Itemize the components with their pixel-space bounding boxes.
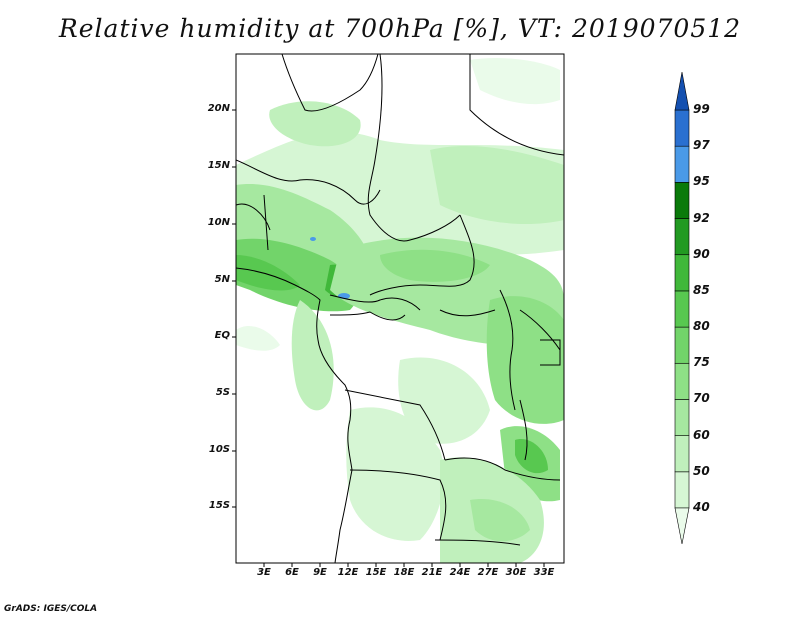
lon-tick-label: 33E [533,567,555,578]
lon-tick-label: 12E [337,567,359,578]
lat-tick-label: 15S [208,500,230,511]
colorbar-segment [674,109,690,147]
lon-tick-label: 3E [257,567,271,578]
colorbar-label: 95 [693,174,710,189]
colorbar-label: 80 [693,319,710,334]
colorbar-label: 70 [693,391,710,406]
colorbar-segment [674,399,690,436]
colorbar-label: 99 [693,102,710,116]
colorbar-segment [674,145,690,183]
credit-label: GrADS: IGES/COLA [4,604,98,614]
lon-tick-label: 27E [477,567,499,578]
lon-tick-label: 30E [505,567,527,578]
lon-tick-label: 21E [421,567,443,578]
colorbar-segment [674,326,690,364]
lon-tick-label: 18E [393,567,415,578]
lat-tick-label: 5N [214,274,230,285]
colorbar-label: 90 [693,246,710,261]
lat-tick-label: 5S [215,387,230,398]
colorbar-label: 50 [693,463,710,478]
lat-tick-label: EQ [214,330,230,341]
lat-tick-label: 20N [207,103,230,114]
colorbar-segment [674,290,690,328]
lat-tick-label: 10S [208,444,230,455]
lon-tick-label: 15E [365,567,387,578]
colorbar-segment [674,471,690,509]
map-frame [235,53,565,564]
colorbar-segment [674,182,690,219]
colorbar-label: 60 [693,427,710,442]
colorbar-label: 85 [693,282,710,297]
colorbar-label: 40 [693,500,710,514]
country-borders [236,54,564,563]
lon-tick-label: 24E [449,567,471,578]
colorbar-min-arrow [674,507,690,545]
colorbar-segment [674,254,690,292]
lat-tick-label: 10N [207,217,230,228]
lat-tick-label: 15N [207,160,230,171]
map-title: Relative humidity at 700hPa [%], VT: 201… [58,14,742,43]
colorbar-segment [674,435,690,473]
colorbar-segment [674,218,690,256]
colorbar-segment [674,362,690,400]
colorbar-label: 75 [693,355,710,370]
colorbar-max-arrow [674,71,690,111]
lon-tick-label: 6E [285,567,299,578]
lon-tick-label: 9E [313,567,327,578]
colorbar-label: 92 [693,210,710,225]
colorbar-label: 97 [693,138,710,153]
